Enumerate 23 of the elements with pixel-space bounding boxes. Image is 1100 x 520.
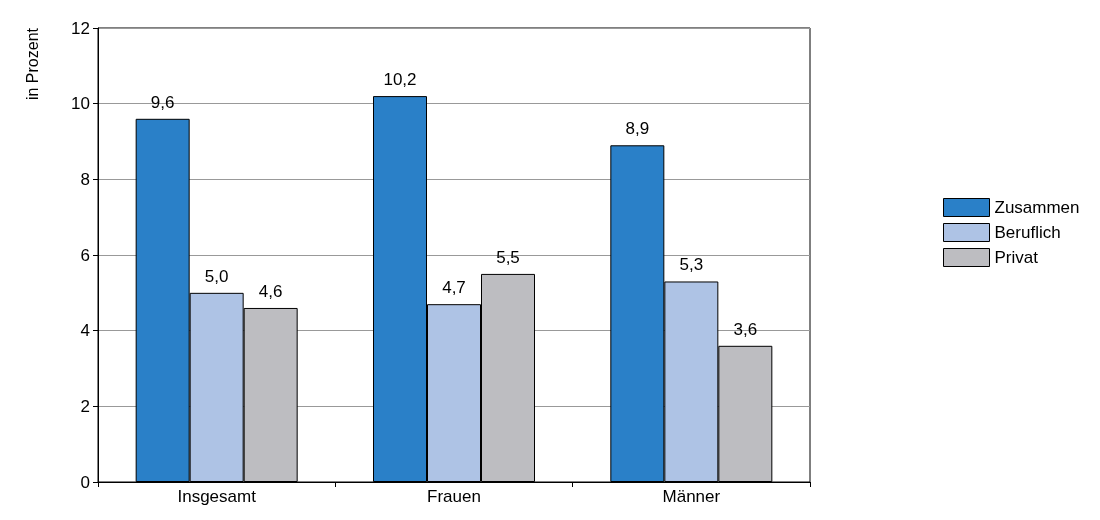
data-label: 4,7 (442, 278, 466, 298)
data-label: 8,9 (625, 119, 650, 139)
x-tick-label: Insgesamt (177, 487, 257, 506)
data-label: 10,2 (383, 70, 417, 90)
x-tick-label: Männer (662, 487, 721, 506)
y-tick-label: 4 (80, 321, 90, 341)
x-tick-label: Frauen (427, 487, 481, 506)
y-tick-label: 12 (71, 18, 90, 38)
data-label: 4,6 (258, 281, 283, 301)
legend-label: Beruflich (994, 223, 1061, 242)
legend-label: Zusammen (994, 198, 1080, 217)
y-tick-label: 10 (71, 94, 90, 114)
y-tick-label: 8 (80, 169, 90, 189)
y-tick-label: 2 (80, 396, 90, 416)
legend-label: Privat (994, 248, 1039, 267)
data-label: 5,3 (679, 255, 704, 275)
y-axis-title: in Prozent (23, 27, 41, 101)
data-label: 3,6 (733, 319, 758, 339)
data-label: 5,5 (496, 247, 520, 267)
y-tick-label: 0 (80, 472, 90, 492)
data-label: 5,0 (204, 266, 229, 286)
y-tick-label: 6 (80, 245, 90, 265)
data-label: 9,6 (150, 92, 175, 112)
